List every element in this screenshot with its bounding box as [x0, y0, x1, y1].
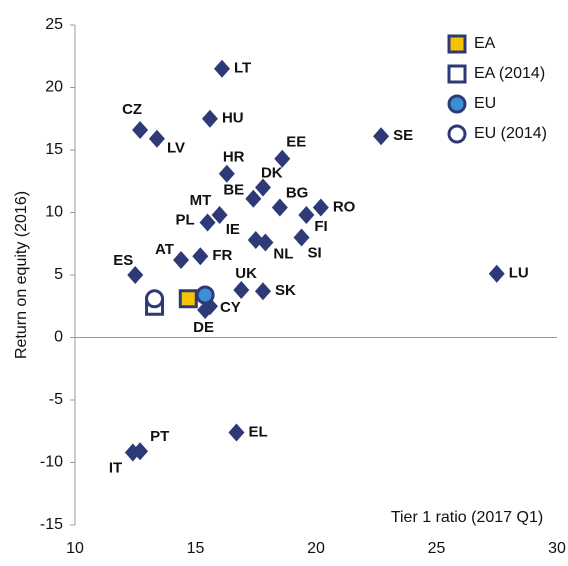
point-label: PL [176, 211, 195, 228]
y-tick-label: -10 [40, 454, 63, 471]
x-tick-label: 25 [428, 540, 446, 557]
point-label: NL [273, 245, 293, 262]
point [298, 206, 315, 224]
legend-symbol [447, 94, 467, 114]
y-tick-label: 25 [45, 16, 63, 33]
x-axis-title: Tier 1 ratio (2017 Q1) [391, 509, 543, 526]
y-axis-title: Return on equity (2016) [13, 191, 30, 359]
point [173, 251, 190, 269]
point-label: CY [220, 299, 241, 316]
point [192, 247, 209, 266]
point [274, 149, 291, 168]
point-label: LT [234, 60, 251, 77]
point-label: IT [109, 459, 122, 476]
point-label: SI [308, 244, 322, 261]
x-tick-label: 15 [187, 540, 205, 557]
point [488, 264, 505, 283]
legend-symbol [447, 124, 467, 144]
y-tick-label: 5 [54, 266, 63, 283]
y-tick-label: -5 [49, 391, 63, 408]
point-label: RO [333, 198, 356, 215]
point-label: FR [212, 247, 232, 264]
point [201, 109, 218, 128]
point [124, 443, 141, 462]
x-tick-label: 20 [307, 540, 325, 557]
point-label: BG [286, 184, 309, 201]
legend-label: EU [474, 95, 496, 112]
point-label: IE [226, 221, 240, 238]
point [178, 289, 198, 309]
y-tick-label: 10 [45, 204, 63, 221]
point [293, 228, 310, 247]
x-tick-label: 10 [66, 540, 84, 557]
point [233, 281, 250, 299]
point [373, 127, 390, 146]
legend-label: EU (2014) [474, 125, 547, 142]
point-label: FI [314, 218, 327, 235]
point-label: SK [275, 282, 296, 299]
x-tick-label: 30 [548, 540, 566, 557]
legend-symbol [447, 34, 467, 54]
point [257, 233, 274, 252]
y-tick-label: 0 [54, 329, 63, 346]
point [245, 189, 262, 208]
point [148, 129, 165, 148]
legend-label: EA [474, 35, 496, 52]
point-label: EE [286, 134, 306, 151]
point-label: AT [155, 241, 174, 258]
y-tick-label: -15 [40, 516, 63, 533]
point-label: PT [150, 428, 169, 445]
point [127, 266, 144, 284]
point-label: DE [193, 319, 214, 336]
point [132, 121, 149, 139]
legend-label: EA (2014) [474, 65, 545, 82]
point [254, 178, 271, 197]
point [271, 198, 288, 217]
point-label: UK [235, 265, 257, 282]
point-label: ES [113, 252, 133, 269]
point-label: HU [222, 110, 244, 127]
point-label: LU [509, 265, 529, 282]
point [195, 285, 215, 305]
point [254, 282, 271, 301]
point [214, 59, 231, 78]
point-label: HR [223, 149, 245, 166]
point [211, 206, 228, 224]
point [218, 164, 235, 183]
point-label: CZ [122, 101, 142, 118]
point [197, 301, 214, 319]
point [145, 289, 165, 309]
y-tick-label: 15 [45, 141, 63, 158]
point-label: LV [167, 140, 185, 157]
point [312, 198, 329, 217]
point [199, 213, 216, 232]
point-label: DK [261, 164, 283, 181]
point-label: BE [223, 182, 244, 199]
point-label: EL [248, 423, 267, 440]
point [228, 423, 245, 442]
y-tick-label: 20 [45, 79, 63, 96]
point-label: SE [393, 127, 413, 144]
legend-symbol [447, 64, 467, 84]
point-label: MT [190, 192, 212, 209]
